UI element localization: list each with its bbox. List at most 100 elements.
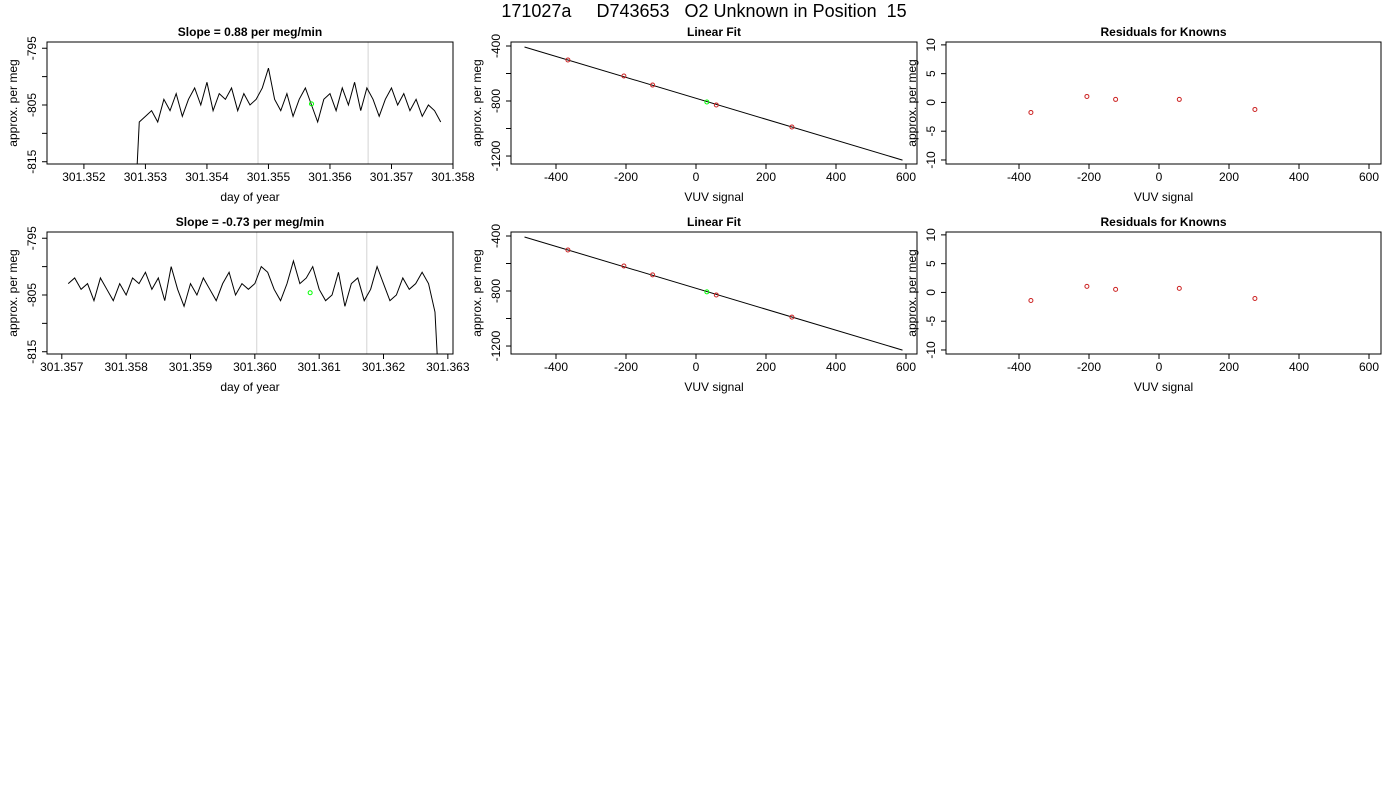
panel-title: Linear Fit (687, 25, 741, 39)
x-tick-label: 400 (1289, 360, 1309, 374)
plot-frame (945, 231, 1382, 355)
y-tick-label: -800 (489, 279, 503, 303)
data-point (1028, 297, 1034, 303)
panel: Residuals for Knowns VUV signal approx. pe… (905, 215, 1382, 394)
y-tick-label: 0 (924, 99, 938, 106)
data-point (713, 102, 719, 108)
y-tick-label: -815 (25, 149, 39, 173)
x-tick-label: 301.357 (40, 360, 84, 374)
plot-frame (945, 41, 1382, 165)
figure-title: 171027a D743653 O2 Unknown in Position 1… (501, 1, 906, 21)
panel: Residuals for Knowns VUV signal approx. pe… (905, 25, 1382, 204)
x-tick-label: 400 (1289, 170, 1309, 184)
x-tick-label: 200 (1219, 360, 1239, 374)
data-point (1252, 295, 1258, 301)
y-tick-label: -805 (25, 283, 39, 307)
y-tick-label: -1200 (489, 140, 503, 171)
data-point (565, 57, 571, 63)
data-point (789, 124, 795, 130)
x-tick-label: 301.353 (124, 170, 168, 184)
data-point (704, 99, 710, 105)
data-line (524, 236, 903, 351)
x-tick-label: 301.362 (362, 360, 406, 374)
y-tick-label: -400 (489, 224, 503, 248)
data-point (307, 290, 313, 296)
panel-title: Linear Fit (687, 215, 741, 229)
y-axis-label: approx. per meg (470, 249, 484, 336)
x-tick-label: -400 (1007, 170, 1031, 184)
panel: Linear Fit VUV signal approx. per meg -400 -… (470, 215, 918, 394)
y-tick-label: -805 (25, 93, 39, 117)
plot-frame (510, 41, 918, 165)
plot-area (1028, 283, 1258, 303)
panel-title: Residuals for Knowns (1100, 25, 1226, 39)
x-axis-label: day of year (220, 380, 279, 394)
data-line (136, 67, 442, 164)
x-tick-label: 600 (896, 170, 916, 184)
x-tick-label: -400 (544, 170, 568, 184)
data-line (67, 259, 438, 354)
x-tick-label: -200 (1077, 360, 1101, 374)
data-point (1113, 96, 1119, 102)
y-tick-label: 0 (924, 289, 938, 296)
x-tick-label: 600 (1359, 170, 1379, 184)
x-tick-label: -400 (544, 360, 568, 374)
plot-frame (46, 231, 454, 355)
x-tick-label: 200 (756, 360, 776, 374)
data-point (621, 73, 627, 79)
x-tick-label: 0 (693, 360, 700, 374)
data-point (713, 292, 719, 298)
x-tick-label: 400 (826, 360, 846, 374)
x-tick-label: 301.358 (431, 170, 475, 184)
x-tick-label: -200 (614, 360, 638, 374)
plot-area (524, 236, 903, 351)
panel-title: Slope = 0.88 per meg/min (178, 25, 322, 39)
y-tick-label: 10 (924, 38, 938, 52)
x-tick-label: 301.360 (233, 360, 277, 374)
data-point (789, 314, 795, 320)
x-tick-label: 301.356 (308, 170, 352, 184)
x-tick-label: 301.361 (297, 360, 341, 374)
data-point (650, 272, 656, 278)
plot-frame (46, 41, 454, 165)
x-tick-label: -200 (1077, 170, 1101, 184)
data-line (524, 46, 903, 161)
panel: Linear Fit VUV signal approx. per meg -400 -… (470, 25, 918, 204)
data-point (1176, 96, 1182, 102)
x-tick-label: 301.358 (104, 360, 148, 374)
x-tick-label: 0 (693, 170, 700, 184)
plot-area (524, 46, 903, 161)
data-point (1028, 109, 1034, 115)
plot-area (1028, 93, 1258, 115)
panel-title: Slope = -0.73 per meg/min (176, 215, 324, 229)
x-tick-label: 301.355 (247, 170, 291, 184)
data-point (309, 101, 315, 107)
y-tick-label: 5 (924, 70, 938, 77)
x-tick-label: -200 (614, 170, 638, 184)
y-axis-label: approx. per meg (6, 249, 20, 336)
y-tick-label: -795 (25, 36, 39, 60)
panel-title: Residuals for Knowns (1100, 215, 1226, 229)
y-tick-label: 5 (924, 260, 938, 267)
data-point (1113, 286, 1119, 292)
x-axis-label: VUV signal (684, 380, 743, 394)
y-tick-label: -400 (489, 34, 503, 58)
x-tick-label: 301.363 (426, 360, 470, 374)
x-tick-label: 301.357 (370, 170, 414, 184)
data-point (1084, 93, 1090, 99)
plot-area (67, 232, 438, 354)
y-axis-label: approx. per meg (905, 249, 919, 336)
y-tick-label: -1200 (489, 330, 503, 361)
x-axis-label: VUV signal (1134, 380, 1193, 394)
x-tick-label: 600 (1359, 360, 1379, 374)
y-tick-label: -800 (489, 89, 503, 113)
data-point (621, 263, 627, 269)
x-axis-label: VUV signal (1134, 190, 1193, 204)
y-tick-label: -5 (924, 126, 938, 137)
y-axis-label: approx. per meg (470, 59, 484, 146)
data-point (1252, 106, 1258, 112)
y-axis-label: approx. per meg (905, 59, 919, 146)
